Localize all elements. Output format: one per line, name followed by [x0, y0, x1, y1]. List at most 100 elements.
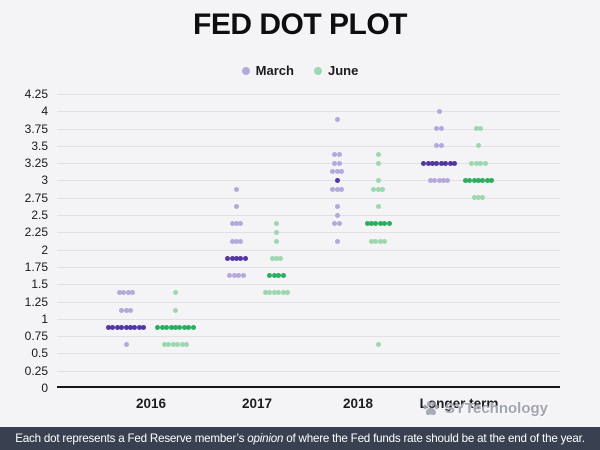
june-dot	[382, 221, 388, 227]
gridline	[57, 94, 560, 95]
march-dot	[240, 273, 246, 279]
watermark-text: SYTechnology	[444, 400, 548, 417]
gridline	[57, 232, 560, 233]
june-dot	[484, 178, 490, 183]
june-dot	[166, 342, 172, 348]
gridline	[57, 215, 560, 216]
y-axis-tick-label: 0.75	[24, 329, 48, 343]
march-dot	[336, 221, 342, 227]
march-dot	[438, 143, 444, 149]
june-dot	[173, 307, 178, 313]
gridline	[57, 371, 560, 372]
march-dot	[123, 307, 129, 313]
june-dot	[164, 325, 170, 330]
march-dot	[227, 273, 233, 279]
june-dot	[480, 178, 486, 183]
june-dot	[263, 290, 268, 296]
june-dot	[480, 195, 486, 201]
june-dot	[285, 290, 290, 296]
march-dot	[427, 178, 433, 183]
march-dot	[334, 178, 340, 183]
x-axis-category-label: Longer term	[419, 396, 499, 411]
june-dot	[375, 186, 381, 192]
march-dot	[123, 342, 129, 348]
march-dot	[229, 255, 235, 261]
gridline	[57, 302, 560, 303]
june-dot	[375, 203, 381, 209]
june-dot	[473, 160, 479, 166]
june-dot	[186, 325, 192, 330]
march-dot	[332, 221, 338, 227]
june-dot	[471, 178, 477, 183]
june-dot	[386, 221, 392, 227]
june-dot	[476, 195, 481, 201]
june-dot	[375, 178, 381, 183]
gridline	[57, 267, 560, 268]
june-dot	[184, 342, 189, 348]
march-dot	[434, 126, 440, 132]
march-dot	[234, 255, 239, 261]
march-dot	[127, 325, 133, 330]
y-axis-tick-label: 3.5	[31, 139, 48, 153]
june-dot	[276, 273, 282, 279]
gridline	[57, 353, 560, 354]
june-dot	[162, 342, 167, 348]
march-dot	[125, 290, 131, 296]
march-dot	[421, 160, 427, 166]
june-dot	[489, 178, 495, 183]
june-dot	[473, 126, 479, 132]
footer-text-italic: opinion	[247, 432, 284, 445]
y-axis-tick-label: 2.75	[24, 191, 48, 205]
x-axis-line	[57, 385, 560, 388]
march-dot	[141, 325, 147, 330]
june-dot	[267, 273, 273, 279]
footer-note: Each dot represents a Fed Reserve member…	[0, 427, 600, 450]
legend: March June	[0, 63, 600, 78]
march-dot	[438, 160, 444, 166]
june-dot	[379, 186, 385, 192]
march-dot	[234, 221, 239, 227]
y-axis-tick-label: 3.75	[24, 122, 48, 136]
legend-item-march: March	[241, 63, 294, 78]
gridline	[57, 319, 560, 320]
march-dot	[136, 325, 142, 330]
march-dot	[451, 160, 457, 166]
y-axis-tick-label: 3.25	[24, 156, 48, 170]
march-dot	[130, 290, 136, 296]
june-dot	[276, 290, 282, 296]
june-dot	[179, 342, 185, 348]
june-dot	[274, 221, 279, 227]
march-dot	[334, 212, 340, 218]
y-axis-tick-label: 1.5	[31, 277, 48, 291]
y-axis-tick-label: 0.25	[24, 364, 48, 378]
june-dot	[476, 143, 481, 149]
june-dot	[278, 255, 284, 261]
y-axis-tick-label: 2.25	[24, 225, 48, 239]
june-dot	[373, 238, 379, 244]
march-dot	[119, 325, 125, 330]
june-dot	[368, 238, 374, 244]
june-dot	[168, 325, 174, 330]
march-dot	[234, 203, 239, 209]
x-axis-category-label: 2017	[241, 396, 273, 411]
y-axis-tick-label: 1.25	[24, 295, 48, 309]
march-dot	[110, 325, 116, 330]
gridline	[57, 198, 560, 199]
y-axis-tick-label: 3	[41, 173, 48, 187]
y-axis-tick-label: 0	[41, 381, 48, 395]
march-dot	[334, 186, 340, 192]
june-dot	[177, 325, 183, 330]
footer-text-post: of where the Fed funds rate should be at…	[283, 432, 585, 445]
march-dot	[445, 178, 451, 183]
june-dot	[482, 160, 488, 166]
june-dot	[267, 290, 273, 296]
x-axis-category-label: 2018	[342, 396, 374, 411]
watermark: SYTechnology	[421, 400, 548, 417]
march-dot	[425, 160, 431, 166]
gridline	[57, 129, 560, 130]
march-dot	[234, 186, 239, 192]
page-title: FED DOT PLOT	[193, 8, 408, 41]
march-dot	[119, 307, 125, 313]
march-dot	[121, 290, 127, 296]
